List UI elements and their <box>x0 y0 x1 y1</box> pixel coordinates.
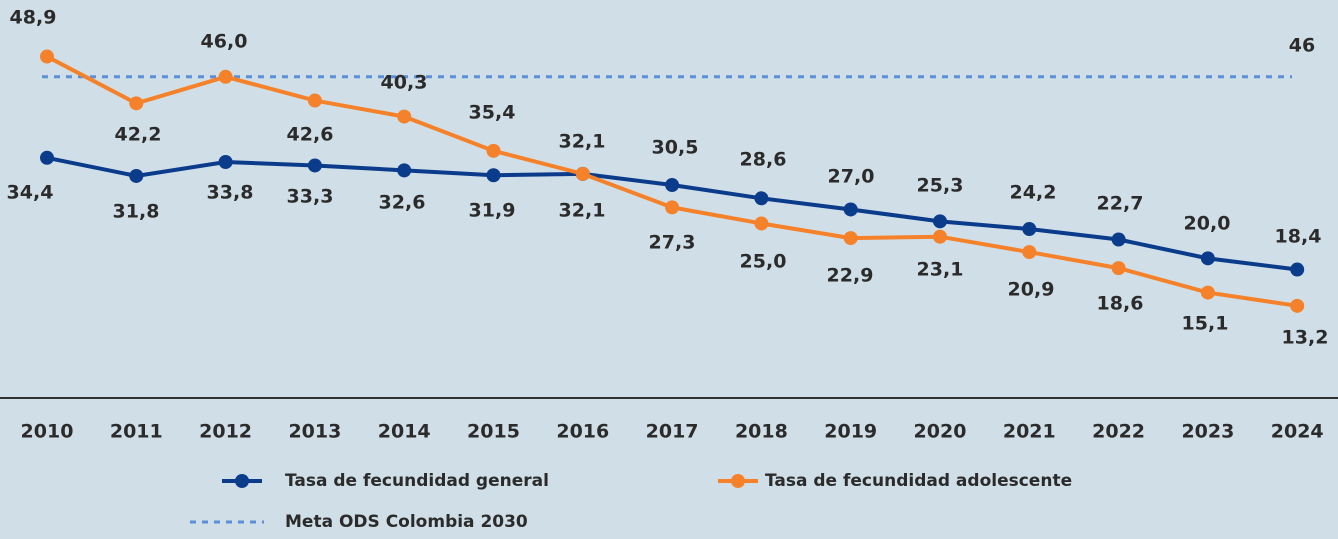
legend-label: Tasa de fecundidad adolescente <box>765 471 1072 491</box>
x-tick-label: 2023 <box>1181 421 1234 443</box>
point <box>665 178 680 193</box>
x-tick-label: 2018 <box>735 421 788 443</box>
point <box>1290 262 1305 277</box>
reference-label: 46 <box>1289 35 1315 57</box>
point <box>129 96 144 111</box>
x-tick-label: 2020 <box>914 421 967 443</box>
point <box>1200 251 1215 266</box>
data-label: 24,2 <box>1010 182 1057 204</box>
legend-swatch <box>235 474 249 488</box>
data-label: 20,0 <box>1184 213 1231 235</box>
data-label: 25,0 <box>740 251 787 273</box>
legend-label: Meta ODS Colombia 2030 <box>285 512 528 532</box>
x-tick-label: 2011 <box>110 421 163 443</box>
data-label: 32,1 <box>559 200 606 222</box>
data-label: 42,2 <box>115 124 162 146</box>
data-label: 33,8 <box>207 182 254 204</box>
point <box>129 168 144 183</box>
data-label: 22,9 <box>827 265 874 287</box>
point <box>307 93 322 108</box>
x-tick-label: 2015 <box>467 421 520 443</box>
point <box>397 109 412 124</box>
data-label: 23,1 <box>917 259 964 281</box>
x-tick-label: 2016 <box>556 421 609 443</box>
point <box>486 143 501 158</box>
point <box>307 158 322 173</box>
data-label: 18,4 <box>1275 226 1322 248</box>
point <box>754 191 769 206</box>
data-label: 34,4 <box>7 182 54 204</box>
data-label: 27,0 <box>828 166 875 188</box>
data-label: 15,1 <box>1182 313 1229 335</box>
data-label: 18,6 <box>1097 293 1144 315</box>
point <box>754 216 769 231</box>
legend-label: Tasa de fecundidad general <box>285 471 549 491</box>
x-tick-label: 2013 <box>288 421 341 443</box>
x-tick-label: 2012 <box>199 421 252 443</box>
data-label: 25,3 <box>917 175 964 197</box>
x-tick-label: 2010 <box>21 421 74 443</box>
data-label: 32,1 <box>559 131 606 153</box>
point <box>575 166 590 181</box>
data-label: 20,9 <box>1008 279 1055 301</box>
point <box>933 229 947 244</box>
data-label: 48,9 <box>10 7 57 29</box>
point <box>1022 222 1037 237</box>
data-label: 32,6 <box>379 192 426 214</box>
data-label: 40,3 <box>381 72 428 94</box>
point <box>1290 298 1305 313</box>
x-tick-label: 2021 <box>1003 421 1056 443</box>
x-tick-label: 2024 <box>1271 421 1324 443</box>
point <box>397 163 412 178</box>
data-label: 31,9 <box>469 200 516 222</box>
point <box>843 202 858 217</box>
data-label: 22,7 <box>1097 193 1144 215</box>
point <box>933 214 947 229</box>
point <box>843 231 858 246</box>
point <box>486 168 501 183</box>
point <box>218 154 233 169</box>
x-tick-label: 2017 <box>646 421 699 443</box>
x-tick-label: 2014 <box>378 421 431 443</box>
data-label: 42,6 <box>287 124 334 146</box>
data-label: 30,5 <box>652 137 699 159</box>
data-label: 33,3 <box>287 186 334 208</box>
x-tick-label: 2022 <box>1092 421 1145 443</box>
point <box>1111 232 1126 247</box>
point <box>1200 285 1215 300</box>
point <box>40 49 54 64</box>
point <box>1022 245 1037 260</box>
data-label: 27,3 <box>649 232 696 254</box>
legend-swatch <box>731 474 745 488</box>
data-label: 28,6 <box>740 149 787 171</box>
point <box>1111 261 1126 276</box>
point <box>40 150 54 165</box>
data-label: 46,0 <box>201 31 248 53</box>
x-tick-label: 2019 <box>824 421 877 443</box>
point <box>665 200 680 215</box>
point <box>218 69 233 84</box>
data-label: 35,4 <box>469 102 516 124</box>
data-label: 31,8 <box>113 201 160 223</box>
data-label: 13,2 <box>1282 327 1329 349</box>
